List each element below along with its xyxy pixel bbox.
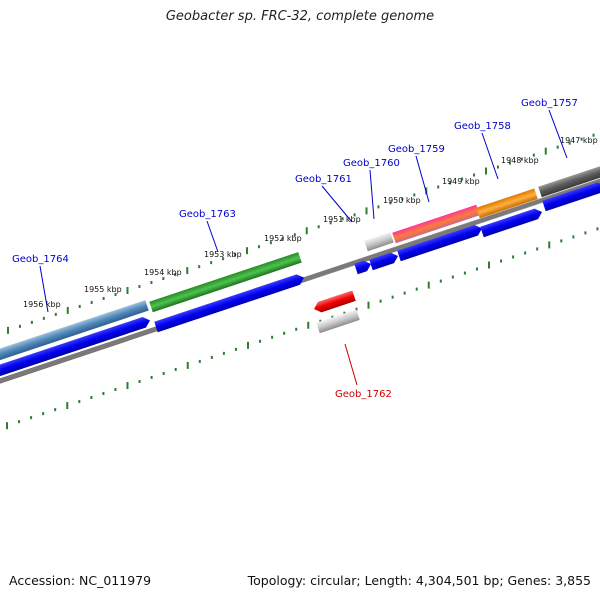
leader-geob-1762 [344,343,358,386]
gene-geob-1762-shape [316,309,360,334]
leader-geob-1761 [321,185,353,223]
leader-geob-1763 [206,220,219,253]
cds-geob-1757-shape [542,182,600,212]
gene-geob-1759 [392,204,480,244]
page-title: Geobacter sp. FRC-32, complete genome [165,9,435,24]
forward-tick-track [7,133,595,334]
cds-geob-1759-shape [397,225,482,262]
gene-geob-1758 [476,188,538,219]
gene-label-geob-1762[interactable]: Geob_1762 [335,389,392,400]
accession-text: Accession: NC_011979 [9,573,152,588]
topology-text: Topology: circular; Length: 4,304,501 bp… [247,573,591,588]
gene-label-geob-1761[interactable]: Geob_1761 [295,174,352,185]
gene-geob-1763 [149,252,302,313]
tick-label-1955: 1955 kbp [84,285,122,294]
cds-geob-1763-shape [154,274,304,333]
leader-geob-1764 [39,265,49,313]
gene-label-leaders [39,109,568,386]
cds-geob-1758 [480,208,542,238]
tick-label-1956: 1956 kbp [23,300,61,309]
gene-label-geob-1760[interactable]: Geob_1760 [343,158,400,169]
tick-label-1948: 1948 kbp [501,156,539,165]
cds-geob-1757 [542,182,600,212]
gene-geob-1760 [364,232,394,252]
leader-geob-1758 [481,132,499,180]
tick-label-1949: 1949 kbp [442,177,480,186]
gene-features [0,165,600,378]
cds-geob-1760-shape [369,252,398,271]
gene-label-geob-1757[interactable]: Geob_1757 [521,98,578,109]
cds-geob-1762-shape [314,290,356,313]
gene-geob-1759-shape [392,204,480,244]
cds-geob-1761-shape [354,260,371,275]
gene-label-geob-1758[interactable]: Geob_1758 [454,121,511,132]
gene-label-geob-1764[interactable]: Geob_1764 [12,254,69,265]
gene-geob-1763-shape [149,252,302,313]
cds-geob-1758-shape [480,208,542,238]
cds-geob-1762 [314,290,356,313]
tick-label-1947: 1947 kbp [560,136,598,145]
cds-geob-1763 [154,274,304,333]
cds-geob-1760 [369,252,398,271]
cds-geob-1764-shape [0,317,151,378]
cds-geob-1759 [397,225,482,262]
tick-label-1953: 1953 kbp [204,250,242,259]
gene-geob-1757 [538,165,600,198]
gene-label-geob-1763[interactable]: Geob_1763 [179,209,236,220]
tick-label-1951: 1951 kbp [323,215,361,224]
gene-label-geob-1759[interactable]: Geob_1759 [388,144,445,155]
tick-label-1950: 1950 kbp [383,196,421,205]
tick-label-1952: 1952 kbp [264,234,302,243]
leader-geob-1757 [548,109,568,159]
cds-geob-1764 [0,317,151,378]
leader-geob-1760 [369,169,375,220]
gene-geob-1764-shape [0,300,149,362]
cds-geob-1761 [354,260,371,275]
tick-label-1954: 1954 kbp [144,268,182,277]
gene-geob-1757-shape [538,165,600,198]
leader-geob-1759 [415,155,430,203]
gene-geob-1764 [0,300,149,362]
gene-geob-1758-shape [476,188,538,219]
gene-geob-1762 [316,309,360,334]
gene-geob-1760-shape [364,232,394,252]
